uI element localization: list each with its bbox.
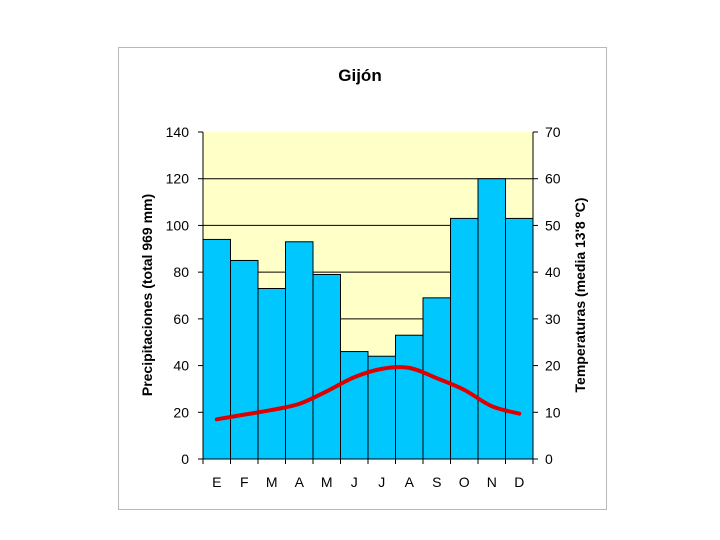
x-tick-label: S [432, 474, 441, 490]
y-tick-label-left: 120 [166, 171, 190, 187]
precipitation-bar [312, 273, 341, 460]
precipitation-bar [367, 355, 396, 460]
y-axis-label-left: Precipitaciones (total 969 mm) [139, 194, 155, 396]
x-tick-label: E [212, 474, 221, 490]
precipitation-bar [340, 351, 369, 460]
y-tick-label-left: 0 [181, 451, 189, 467]
y-tick-label-right: 40 [545, 264, 561, 280]
temperature-line-layer [214, 365, 522, 422]
x-tick-label: N [487, 474, 497, 490]
chart-title: Gijón [338, 66, 381, 85]
chart-frame: Gijón 0 20 40 60 80 100 120 140 0 10 20 30 40 50 60 70… [118, 47, 607, 510]
y-tick-label-left: 20 [173, 404, 189, 420]
precipitation-bar [477, 178, 506, 460]
bar-series [202, 178, 534, 460]
precipitation-bar [202, 238, 231, 460]
x-tick-label: D [514, 474, 524, 490]
y-tick-label-right: 0 [545, 451, 553, 467]
x-tick-label: M [321, 474, 333, 490]
temperature-line [214, 365, 522, 422]
y-tick-label-right: 70 [545, 124, 561, 140]
precipitation-bar [257, 287, 286, 460]
x-tick-label: J [378, 474, 385, 490]
y-tick-label-left: 60 [173, 311, 189, 327]
y-tick-label-left: 40 [173, 358, 189, 374]
y-tick-label-right: 30 [545, 311, 561, 327]
right-axis-ticks: 0 10 20 30 40 50 60 70 [533, 124, 561, 467]
y-tick-label-left: 80 [173, 264, 189, 280]
x-tick-label: F [240, 474, 249, 490]
left-axis-ticks: 0 20 40 60 80 100 120 140 [166, 124, 203, 467]
precipitation-bar [505, 217, 534, 460]
y-tick-label-right: 10 [545, 404, 561, 420]
precipitation-bar [285, 241, 314, 460]
x-tick-label: A [295, 474, 305, 490]
y-tick-label-right: 60 [545, 171, 561, 187]
y-tick-label-left: 100 [166, 217, 190, 233]
y-tick-label-left: 140 [166, 124, 190, 140]
y-tick-label-right: 20 [545, 358, 561, 374]
y-axis-label-right: Temperaturas (media 13'8 ºC) [572, 198, 588, 393]
y-tick-label-right: 50 [545, 217, 561, 233]
x-tick-label: M [266, 474, 278, 490]
precipitation-bar [450, 217, 479, 460]
climate-chart: Gijón 0 20 40 60 80 100 120 140 0 10 20 30 40 50 60 70… [139, 66, 588, 490]
precipitation-bar [230, 259, 259, 460]
x-tick-label: J [351, 474, 358, 490]
x-tick-label: A [405, 474, 415, 490]
precipitation-bar [395, 334, 424, 460]
x-tick-label: O [459, 474, 470, 490]
